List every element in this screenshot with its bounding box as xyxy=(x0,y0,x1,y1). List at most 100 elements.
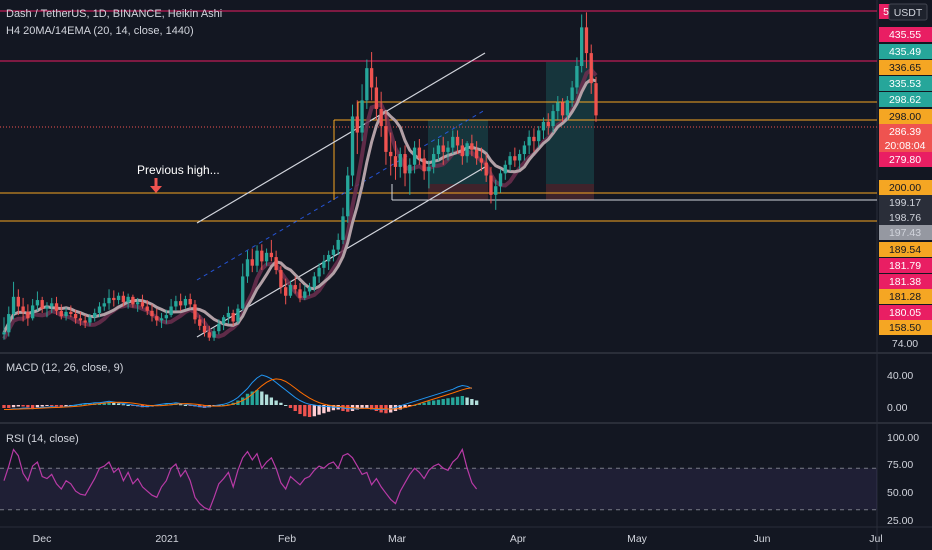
candle xyxy=(317,263,321,283)
candle xyxy=(570,81,574,107)
macd-bar xyxy=(451,397,455,405)
macd-bar xyxy=(16,405,20,407)
macd-bar xyxy=(326,405,331,412)
macd-bar xyxy=(2,405,6,408)
macd-bar xyxy=(474,400,479,405)
candle-body xyxy=(288,285,293,296)
macd-bar xyxy=(40,405,44,407)
candle xyxy=(303,285,307,301)
candle-body xyxy=(307,287,312,292)
macd-bar xyxy=(441,399,445,405)
indicator-label[interactable]: H4 20MA/14EMA (20, 14, close, 1440) xyxy=(6,25,194,37)
macd-label[interactable]: MACD (12, 26, close, 9) xyxy=(6,362,124,374)
candle xyxy=(484,154,488,182)
candle xyxy=(212,327,216,341)
macd-bar xyxy=(393,405,398,411)
macd-bar xyxy=(126,405,130,406)
macd-bar xyxy=(245,393,250,405)
candle xyxy=(250,248,254,273)
macd-axis-label: 40.00 xyxy=(887,370,913,382)
candle xyxy=(322,254,326,275)
candle-body xyxy=(303,291,307,298)
time-axis-label: 2021 xyxy=(155,533,179,545)
candle xyxy=(207,325,211,341)
candle xyxy=(45,302,49,318)
candle-body xyxy=(174,301,178,307)
candle-body xyxy=(250,259,254,266)
currency-label: USDT xyxy=(894,7,923,19)
candle xyxy=(489,166,493,204)
candle xyxy=(188,293,192,309)
macd-bar xyxy=(241,397,245,405)
price-tag-label: 189.54 xyxy=(889,244,921,256)
price-tag-label: 279.80 xyxy=(889,154,921,166)
time-axis-label: Mar xyxy=(388,533,407,545)
macd-axis-label: 0.00 xyxy=(887,402,908,414)
candle-body xyxy=(560,102,565,116)
macd-bar xyxy=(417,403,422,405)
macd-line xyxy=(4,374,473,410)
candle xyxy=(546,113,550,135)
candle-body xyxy=(479,158,484,163)
macd-bar xyxy=(250,391,254,405)
candle-body xyxy=(498,173,503,187)
candle xyxy=(355,100,359,155)
candle-body xyxy=(460,145,464,157)
candle xyxy=(284,278,288,305)
candle xyxy=(183,295,188,309)
candle-body xyxy=(169,306,173,316)
macd-bar xyxy=(264,394,269,405)
time-axis-label: Jul xyxy=(869,533,882,545)
candle-body xyxy=(346,175,350,217)
candle-body xyxy=(474,149,479,159)
candle xyxy=(40,296,44,313)
time-axis-label: Dec xyxy=(33,533,52,545)
candle xyxy=(594,76,598,122)
macd-bar xyxy=(470,399,474,405)
rsi-axis-label: 25.00 xyxy=(887,515,913,527)
signal-line xyxy=(4,378,472,410)
macd-bar xyxy=(293,405,297,411)
candle-body xyxy=(236,308,240,322)
candle-body xyxy=(97,306,102,313)
candle-body xyxy=(159,318,164,321)
candle-body xyxy=(403,154,407,174)
candle-body xyxy=(427,166,431,172)
candle xyxy=(537,126,541,148)
candle-body xyxy=(517,154,522,161)
price-tag-label: 298.62 xyxy=(889,94,921,106)
macd-bar xyxy=(298,405,302,414)
candle-body xyxy=(326,254,331,262)
candle xyxy=(293,276,297,294)
candle-body xyxy=(408,164,412,174)
price-tag-label: 198.76 xyxy=(889,212,921,224)
candle xyxy=(336,233,340,255)
candle xyxy=(379,91,383,137)
candle xyxy=(73,309,78,324)
candle-body xyxy=(245,259,250,277)
candle-body xyxy=(202,325,207,333)
candle-body xyxy=(484,162,488,176)
candle xyxy=(446,141,450,161)
candle xyxy=(236,304,240,324)
candle xyxy=(50,297,54,313)
candle xyxy=(350,104,355,187)
symbol-title[interactable]: Dash / TetherUS, 1D, BINANCE, Heikin Ash… xyxy=(6,8,223,20)
top-price-tag-label: 5 xyxy=(883,6,889,18)
candle xyxy=(403,145,407,187)
candle-body xyxy=(35,300,40,306)
macd-bar xyxy=(183,405,188,406)
candle xyxy=(460,139,464,165)
candle-body xyxy=(412,147,417,165)
macd-bar xyxy=(11,405,16,408)
candle-body xyxy=(513,156,517,161)
macd-bar xyxy=(307,405,312,417)
candle-body xyxy=(155,316,159,321)
rsi-label[interactable]: RSI (14, close) xyxy=(6,433,79,445)
macd-bar xyxy=(374,405,379,411)
candle-body xyxy=(470,143,474,150)
candle xyxy=(159,312,164,328)
candle xyxy=(508,151,512,172)
candle xyxy=(231,309,235,326)
